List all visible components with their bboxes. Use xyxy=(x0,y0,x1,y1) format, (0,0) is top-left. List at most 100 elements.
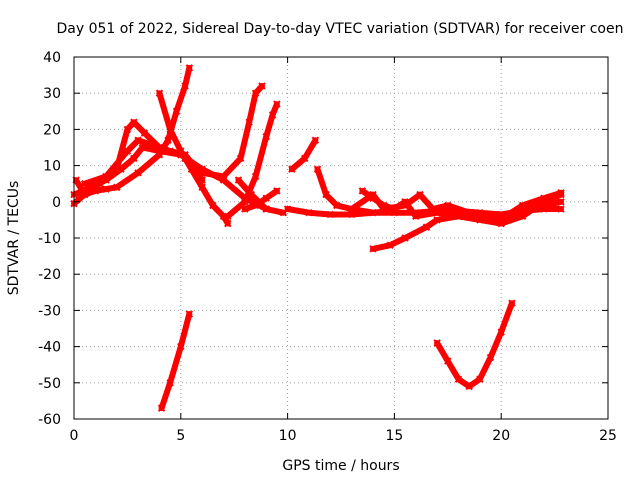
x-tick-label: 25 xyxy=(599,428,617,444)
data-point xyxy=(262,194,270,202)
y-axis-label: SDTVAR / TECUs xyxy=(6,181,22,296)
data-point xyxy=(262,132,270,141)
series-layer xyxy=(70,64,565,412)
data-point xyxy=(333,201,341,210)
x-tick-label: 15 xyxy=(385,428,403,444)
data-point xyxy=(311,136,320,144)
data-point xyxy=(465,382,473,391)
data-point xyxy=(347,210,356,219)
data-point xyxy=(454,375,463,383)
y-tick-label: 10 xyxy=(43,159,61,175)
data-point xyxy=(251,201,260,210)
data-point xyxy=(288,165,296,173)
y-tick-label: 0 xyxy=(52,195,61,211)
data-point xyxy=(198,183,206,192)
data-point xyxy=(130,118,138,126)
data-point xyxy=(401,201,409,210)
data-point xyxy=(185,64,194,72)
chart-title: Day 051 of 2022, Sidereal Day-to-day VTE… xyxy=(57,21,624,37)
data-point xyxy=(164,136,172,144)
data-point xyxy=(326,210,335,219)
data-point xyxy=(557,198,565,206)
series-arc-13 xyxy=(314,166,398,216)
y-tick-label: -60 xyxy=(38,412,61,428)
data-point xyxy=(429,205,437,213)
data-point xyxy=(416,190,424,199)
y-tick-label: -10 xyxy=(38,231,61,247)
x-axis-label: GPS time / hours xyxy=(282,458,399,474)
series-arc-19 xyxy=(158,311,193,412)
data-point xyxy=(245,118,253,126)
data-point xyxy=(134,136,142,144)
data-point xyxy=(247,190,255,199)
data-point xyxy=(386,241,394,249)
data-point xyxy=(476,375,484,383)
data-point xyxy=(369,208,377,217)
data-point xyxy=(433,339,441,347)
data-point xyxy=(501,212,510,220)
data-point xyxy=(241,205,249,213)
data-point xyxy=(134,169,142,177)
data-point xyxy=(557,189,565,197)
data-point xyxy=(518,201,527,210)
data-point xyxy=(258,82,266,90)
grid xyxy=(74,57,608,419)
data-point xyxy=(262,205,270,213)
y-tick-label: -40 xyxy=(38,340,61,356)
y-tick-label: 20 xyxy=(43,122,61,138)
data-point xyxy=(102,185,110,193)
data-point xyxy=(251,89,260,97)
data-point xyxy=(224,212,232,220)
data-point xyxy=(422,223,431,231)
data-point xyxy=(130,154,138,163)
data-point xyxy=(113,183,121,192)
data-point xyxy=(444,201,452,210)
data-point xyxy=(476,212,484,220)
data-point xyxy=(268,111,277,119)
data-point xyxy=(369,245,377,253)
data-point xyxy=(181,154,189,163)
data-point xyxy=(224,219,232,228)
data-point xyxy=(508,299,516,307)
data-point xyxy=(518,212,527,220)
data-point xyxy=(251,172,260,181)
data-point xyxy=(454,212,463,220)
x-tick-label: 10 xyxy=(279,428,297,444)
data-point xyxy=(236,154,245,163)
data-point xyxy=(155,151,164,159)
data-point xyxy=(283,205,292,213)
data-point xyxy=(102,172,110,181)
y-tick-label: -20 xyxy=(38,267,61,283)
data-point xyxy=(497,328,505,336)
data-point xyxy=(433,216,441,224)
data-point xyxy=(157,404,166,412)
data-point xyxy=(444,357,452,365)
data-point xyxy=(540,194,548,202)
data-point xyxy=(273,187,281,195)
data-point xyxy=(80,179,89,188)
data-point xyxy=(80,190,89,199)
data-point xyxy=(322,190,330,199)
data-point xyxy=(380,205,388,213)
y-tick-label: 30 xyxy=(43,86,61,102)
data-point xyxy=(358,187,367,195)
data-point xyxy=(497,219,505,228)
data-point xyxy=(172,107,181,116)
data-point xyxy=(166,147,174,155)
data-point xyxy=(412,212,420,220)
data-point xyxy=(465,208,473,217)
data-point xyxy=(300,154,309,163)
data-point xyxy=(177,342,185,351)
y-tick-label: -30 xyxy=(38,303,61,319)
data-point xyxy=(486,353,495,362)
data-point xyxy=(198,169,206,177)
data-point xyxy=(185,310,194,318)
data-point xyxy=(273,100,281,108)
data-point xyxy=(401,234,409,242)
y-tick-label: -50 xyxy=(38,376,61,392)
data-point xyxy=(166,379,174,387)
data-point xyxy=(145,140,153,148)
data-point xyxy=(369,190,377,199)
